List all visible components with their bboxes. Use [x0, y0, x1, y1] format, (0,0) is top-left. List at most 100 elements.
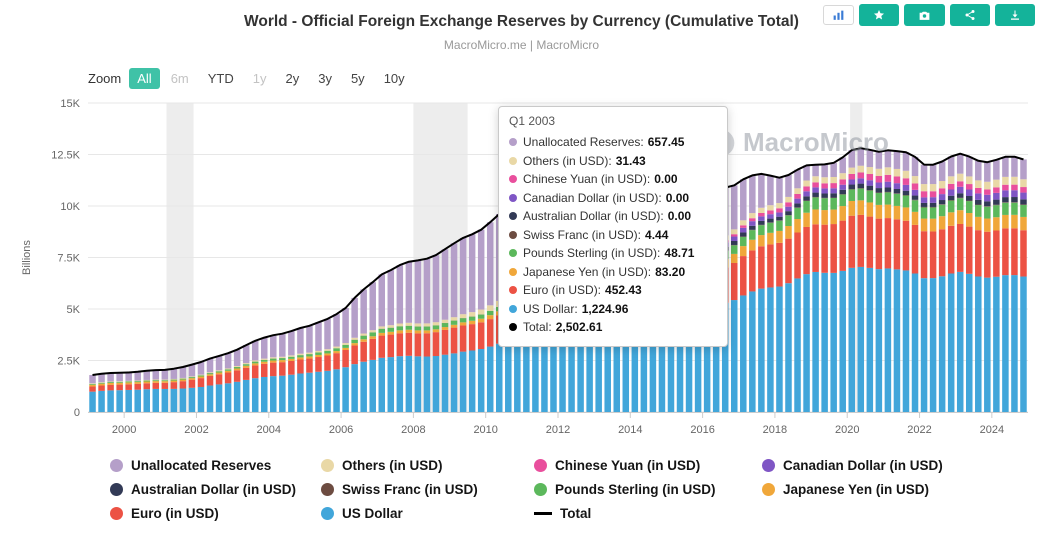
tooltip-row: Swiss Franc (in USD): 4.44 — [509, 226, 717, 245]
tooltip-series-value: 452.43 — [605, 283, 642, 297]
svg-text:5K: 5K — [67, 304, 81, 316]
legend-label: Total — [560, 506, 592, 521]
legend-item-total[interactable]: Total — [534, 506, 762, 521]
zoom-option-2y[interactable]: 2y — [277, 68, 307, 89]
tooltip-row: Euro (in USD): 452.43 — [509, 281, 717, 300]
zoom-controls: Zoom All 6m YTD 1y 2y 3y 5y 10y — [88, 68, 413, 89]
zoom-label: Zoom — [88, 71, 122, 86]
snapshot-button[interactable] — [904, 4, 945, 26]
tooltip-series-value: 0.00 — [667, 209, 692, 223]
zoom-option-ytd[interactable]: YTD — [200, 68, 242, 89]
tooltip-row: Chinese Yuan (in USD): 0.00 — [509, 170, 717, 189]
series-dot-icon — [509, 175, 517, 184]
legend-item-unallocated-reserves[interactable]: Unallocated Reserves — [110, 458, 321, 473]
svg-text:2022: 2022 — [907, 424, 931, 436]
series-dot-icon — [762, 459, 775, 472]
series-dot-icon — [110, 507, 123, 520]
tooltip-row: Unallocated Reserves: 657.45 — [509, 133, 717, 152]
legend-item-chinese-yuan-in-usd[interactable]: Chinese Yuan (in USD) — [534, 458, 762, 473]
svg-text:2004: 2004 — [257, 424, 281, 436]
series-dot-icon — [509, 267, 517, 276]
series-dot-icon — [509, 230, 517, 239]
chart-bars-icon — [832, 9, 845, 22]
tooltip-row: Canadian Dollar (in USD): 0.00 — [509, 189, 717, 208]
tooltip-series-label: Swiss Franc (in USD): — [523, 227, 642, 242]
tooltip-series-label: Canadian Dollar (in USD): — [523, 190, 662, 205]
svg-text:2002: 2002 — [184, 424, 208, 436]
legend-item-euro-in-usd[interactable]: Euro (in USD) — [110, 506, 321, 521]
zoom-buttons: All 6m YTD 1y 2y 3y 5y 10y — [129, 68, 412, 89]
zoom-option-all[interactable]: All — [129, 68, 160, 89]
legend-label: Australian Dollar (in USD) — [131, 482, 297, 497]
tooltip-series-value: 0.00 — [665, 190, 690, 205]
tooltip-series-label: Chinese Yuan (in USD): — [523, 172, 651, 186]
tooltip: Q1 2003 Unallocated Reserves: 657.45 Other… — [498, 106, 728, 347]
legend-item-japanese-yen-in-usd[interactable]: Japanese Yen (in USD) — [762, 482, 1043, 497]
legend-label: Pounds Sterling (in USD) — [555, 482, 716, 497]
svg-text:2020: 2020 — [835, 424, 859, 436]
legend-item-pounds-sterling-in-usd[interactable]: Pounds Sterling (in USD) — [534, 482, 762, 497]
tooltip-series-value: 2,502.61 — [555, 320, 603, 334]
legend-item-us-dollar[interactable]: US Dollar — [321, 506, 534, 521]
tooltip-row: Pounds Sterling (in USD): 48.71 — [509, 244, 717, 263]
toolbar — [823, 4, 1035, 26]
series-dot-icon — [509, 138, 517, 147]
svg-text:12.5K: 12.5K — [51, 150, 80, 162]
series-dot-icon — [534, 483, 547, 496]
tooltip-row: Others (in USD): 31.43 — [509, 152, 717, 171]
series-dot-icon — [509, 286, 517, 295]
zoom-option-3y[interactable]: 3y — [310, 68, 340, 89]
tooltip-row: Japanese Yen (in USD): 83.20 — [509, 263, 717, 282]
svg-text:2018: 2018 — [763, 424, 787, 436]
series-dot-icon — [534, 459, 547, 472]
series-dot-icon — [110, 459, 123, 472]
svg-text:2010: 2010 — [473, 424, 497, 436]
svg-text:2024: 2024 — [980, 424, 1004, 436]
share-button[interactable] — [950, 4, 990, 26]
svg-text:2016: 2016 — [690, 424, 714, 436]
tooltip-series-value: 48.71 — [664, 246, 695, 260]
series-dot-icon — [509, 193, 517, 202]
svg-text:2006: 2006 — [329, 424, 353, 436]
star-icon — [873, 9, 885, 21]
legend-item-australian-dollar-in-usd[interactable]: Australian Dollar (in USD) — [110, 482, 321, 497]
tooltip-series-value: 657.45 — [647, 135, 685, 149]
legend-item-canadian-dollar-in-usd[interactable]: Canadian Dollar (in USD) — [762, 458, 1043, 473]
tooltip-series-value: 4.44 — [645, 227, 669, 242]
zoom-option-6m[interactable]: 6m — [163, 68, 197, 89]
chart-type-button[interactable] — [823, 5, 854, 25]
tooltip-rows: Unallocated Reserves: 657.45 Others (in US… — [509, 133, 717, 337]
legend-label: Euro (in USD) — [131, 506, 219, 521]
series-dot-icon — [321, 459, 334, 472]
series-dot-icon — [509, 156, 517, 165]
tooltip-series-value: 1,224.96 — [581, 301, 629, 316]
zoom-option-10y[interactable]: 10y — [376, 68, 413, 89]
series-dot-icon — [762, 483, 775, 496]
tooltip-series-value: 31.43 — [615, 153, 646, 168]
zoom-option-5y[interactable]: 5y — [343, 68, 373, 89]
series-dot-icon — [509, 323, 517, 332]
zoom-option-1y[interactable]: 1y — [245, 68, 275, 89]
page-subtitle: MacroMicro.me | MacroMicro — [443, 38, 600, 52]
tooltip-series-label: Pounds Sterling (in USD): — [523, 246, 661, 260]
tooltip-series-label: Total: — [523, 320, 552, 334]
series-dot-icon — [509, 304, 517, 313]
legend-label: Japanese Yen (in USD) — [783, 482, 930, 497]
legend-label: US Dollar — [342, 506, 403, 521]
share-icon — [964, 9, 976, 21]
legend-item-others-in-usd[interactable]: Others (in USD) — [321, 458, 534, 473]
tooltip-series-label: Japanese Yen (in USD): — [523, 264, 652, 279]
tooltip-series-value: 0.00 — [654, 172, 678, 186]
download-button[interactable] — [995, 4, 1035, 26]
tooltip-series-label: Unallocated Reserves: — [523, 135, 644, 149]
svg-text:2.5K: 2.5K — [57, 356, 80, 368]
svg-text:15K: 15K — [60, 98, 80, 110]
series-dot-icon — [509, 249, 517, 258]
legend-label: Unallocated Reserves — [131, 458, 272, 473]
follow-button[interactable] — [859, 4, 899, 26]
series-dot-icon — [110, 483, 123, 496]
svg-text:0: 0 — [74, 407, 80, 419]
tooltip-row: Australian Dollar (in USD): 0.00 — [509, 207, 717, 226]
legend-item-swiss-franc-in-usd[interactable]: Swiss Franc (in USD) — [321, 482, 534, 497]
